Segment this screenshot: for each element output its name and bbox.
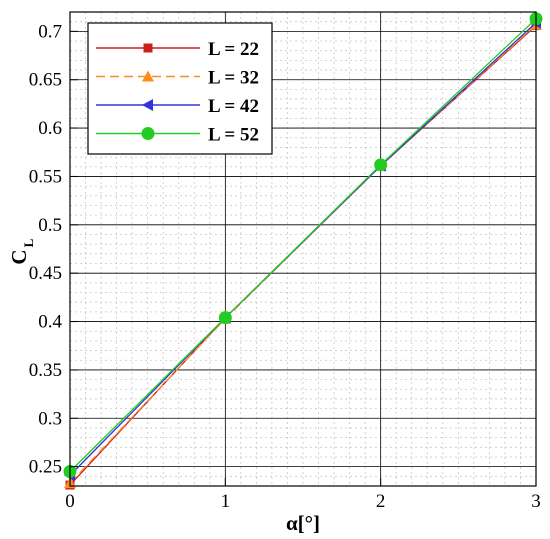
data-point-marker [374,158,388,172]
y-tick-label: 0.3 [38,408,62,429]
x-tick-label: 1 [221,491,231,512]
minor-gridlines [70,11,536,486]
y-tick-label: 0.55 [29,166,62,187]
data-point-marker [218,311,232,325]
y-tick-label: 0.6 [38,118,62,139]
series-line [69,18,537,472]
plot-frame [69,11,537,487]
x-tick-label: 3 [531,491,541,512]
legend-item: L = 32 [96,68,259,89]
legend-marker [143,43,153,53]
series-line [69,24,537,484]
legend-label: L = 22 [208,39,259,60]
y-tick-label: 0.5 [38,215,62,236]
series-layer [63,12,543,490]
legend-label: L = 32 [208,68,259,89]
legend-marker [142,70,154,82]
y-tick-label: 0.7 [38,21,62,42]
legend-marker [142,99,153,111]
y-tick-label: 0.45 [29,263,62,284]
y-tick-label: 0.4 [38,312,62,333]
y-tick-label: 0.25 [29,457,62,478]
legend-item: L = 22 [96,39,259,60]
legend-label: L = 52 [208,125,259,146]
y-axis-label-subscript: L [21,238,36,247]
legend-marker [141,127,155,140]
legend: L = 22 L = 32 L = 42 L = 52 [87,22,273,155]
y-tick-label: 0.65 [29,70,62,91]
y-tick-label: 0.35 [29,360,62,381]
tick-labels: 0 1 2 3 0.25 0.3 0.35 0.4 0.45 0.5 0.55 0.6 0.65 0.7 [29,21,541,512]
legend-item: L = 52 [96,125,259,146]
axis-ticks [69,30,537,486]
y-axis-label: C L [7,238,36,264]
y-axis-label-main: C [7,249,31,264]
x-axis-label: α[°] [286,511,320,535]
x-tick-label: 0 [65,491,75,512]
legend-item: L = 42 [96,96,259,117]
x-tick-label: 2 [376,491,386,512]
legend-label: L = 42 [208,96,259,117]
legend-box [87,22,273,155]
